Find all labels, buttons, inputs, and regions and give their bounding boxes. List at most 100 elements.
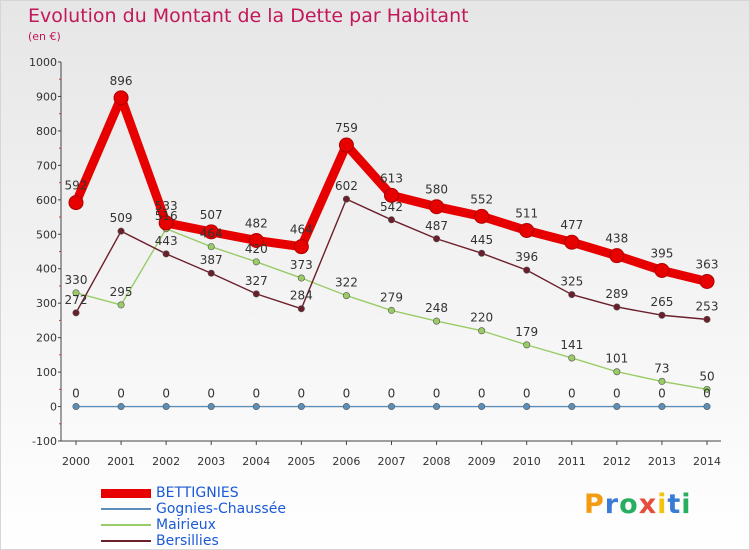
data-label-bettignies: 613 (380, 171, 403, 185)
x-tick-label: 2002 (152, 455, 180, 468)
data-label-gognies-chauss-e: 0 (117, 387, 125, 401)
data-label-bettignies: 592 (65, 179, 88, 193)
y-tick-label: 400 (36, 263, 57, 276)
legend-label-bettignies: BETTIGNIES (156, 485, 239, 501)
data-label-mairieux: 516 (155, 209, 178, 223)
logo-letter: P (584, 489, 605, 520)
data-point-bersillies (568, 291, 576, 299)
data-point-mairieux (433, 317, 441, 325)
x-tick-label: 2008 (423, 455, 451, 468)
x-tick-label: 2010 (513, 455, 541, 468)
data-point-bettignies (338, 137, 354, 153)
data-point-bersillies (72, 309, 80, 317)
data-label-mairieux: 322 (335, 276, 358, 290)
data-label-mairieux: 141 (560, 338, 583, 352)
data-label-bersillies: 265 (650, 295, 673, 309)
data-point-bettignies (293, 239, 309, 255)
data-point-bettignies (474, 208, 490, 224)
x-tick-label: 2000 (62, 455, 90, 468)
data-point-gognies-chauss-e (117, 403, 125, 411)
data-point-mairieux (523, 341, 531, 349)
data-label-mairieux: 248 (425, 301, 448, 315)
legend-item-bettignies: BETTIGNIES (101, 485, 286, 501)
data-point-mairieux (658, 377, 666, 385)
data-point-bersillies (658, 311, 666, 319)
data-label-bettignies: 507 (200, 208, 223, 222)
data-label-mairieux: 179 (515, 325, 538, 339)
logo-letter: t (667, 489, 682, 520)
data-point-bersillies (433, 235, 441, 243)
data-point-bersillies (252, 290, 260, 298)
data-point-bersillies (478, 249, 486, 257)
data-label-bersillies: 387 (200, 253, 223, 267)
data-point-bersillies (162, 250, 170, 258)
data-point-gognies-chauss-e (342, 403, 350, 411)
data-point-bettignies (68, 195, 84, 211)
y-tick-label: 500 (36, 228, 57, 241)
chart-title: Evolution du Montant de la Dette par Hab… (28, 5, 469, 27)
data-point-bersillies (523, 266, 531, 274)
data-label-mairieux: 330 (65, 273, 88, 287)
data-label-gognies-chauss-e: 0 (207, 387, 215, 401)
logo-letter: i (681, 489, 692, 520)
x-tick-label: 2009 (468, 455, 496, 468)
data-point-bettignies (564, 234, 580, 250)
data-label-gognies-chauss-e: 0 (162, 387, 170, 401)
data-label-gognies-chauss-e: 0 (298, 387, 306, 401)
data-point-mairieux (613, 368, 621, 376)
data-point-gognies-chauss-e (72, 403, 80, 411)
legend-label-gognies: Gognies-Chaussée (156, 501, 286, 517)
legend-swatch-gognies (101, 508, 151, 510)
y-tick-label: 100 (36, 366, 57, 379)
data-point-bersillies (387, 216, 395, 224)
legend-item-mairieux: Mairieux (101, 517, 286, 533)
data-label-gognies-chauss-e: 0 (72, 387, 80, 401)
data-label-gognies-chauss-e: 0 (523, 387, 531, 401)
data-point-mairieux (117, 301, 125, 309)
data-label-bettignies: 511 (515, 206, 538, 220)
x-tick-label: 2005 (287, 455, 315, 468)
data-label-gognies-chauss-e: 0 (388, 387, 396, 401)
data-label-bettignies: 580 (425, 183, 448, 197)
data-point-bettignies (429, 199, 445, 215)
data-point-gognies-chauss-e (658, 403, 666, 411)
x-tick-label: 2007 (378, 455, 406, 468)
x-tick-label: 2011 (558, 455, 586, 468)
data-point-bersillies (297, 305, 305, 313)
data-label-gognies-chauss-e: 0 (252, 387, 260, 401)
chart-unit: (en €) (28, 30, 61, 43)
y-tick-label: 600 (36, 194, 57, 207)
data-point-bersillies (207, 269, 215, 277)
data-point-gognies-chauss-e (387, 403, 395, 411)
data-label-bersillies: 396 (515, 250, 538, 264)
legend-swatch-bersillies (101, 540, 151, 542)
logo-letter: r (604, 489, 620, 520)
x-tick-label: 2012 (603, 455, 631, 468)
data-label-mairieux: 279 (380, 290, 403, 304)
chart-legend: BETTIGNIES Gognies-Chaussée Mairieux Ber… (101, 485, 286, 549)
data-point-mairieux (568, 354, 576, 362)
data-point-bettignies (384, 187, 399, 203)
data-point-bettignies (113, 90, 129, 106)
data-point-bettignies (609, 248, 625, 264)
y-tick-label: 700 (36, 159, 57, 172)
x-tick-label: 2001 (107, 455, 135, 468)
data-label-bettignies: 552 (470, 192, 493, 206)
data-label-gognies-chauss-e: 0 (658, 387, 666, 401)
logo-letter: x (638, 489, 658, 520)
data-label-gognies-chauss-e: 0 (703, 387, 711, 401)
data-point-gognies-chauss-e (478, 403, 486, 411)
data-label-mairieux: 464 (200, 227, 223, 241)
data-label-mairieux: 73 (654, 361, 669, 375)
y-tick-label: 1000 (29, 56, 57, 69)
x-tick-label: 2004 (242, 455, 270, 468)
data-label-bettignies: 759 (335, 121, 358, 135)
data-label-bersillies: 284 (290, 289, 313, 303)
data-point-bettignies (654, 262, 670, 278)
data-point-gognies-chauss-e (703, 403, 711, 411)
data-label-mairieux: 50 (699, 369, 714, 383)
data-label-bersillies: 272 (65, 293, 88, 307)
data-point-bersillies (342, 195, 350, 203)
data-label-bettignies: 533 (155, 199, 178, 213)
